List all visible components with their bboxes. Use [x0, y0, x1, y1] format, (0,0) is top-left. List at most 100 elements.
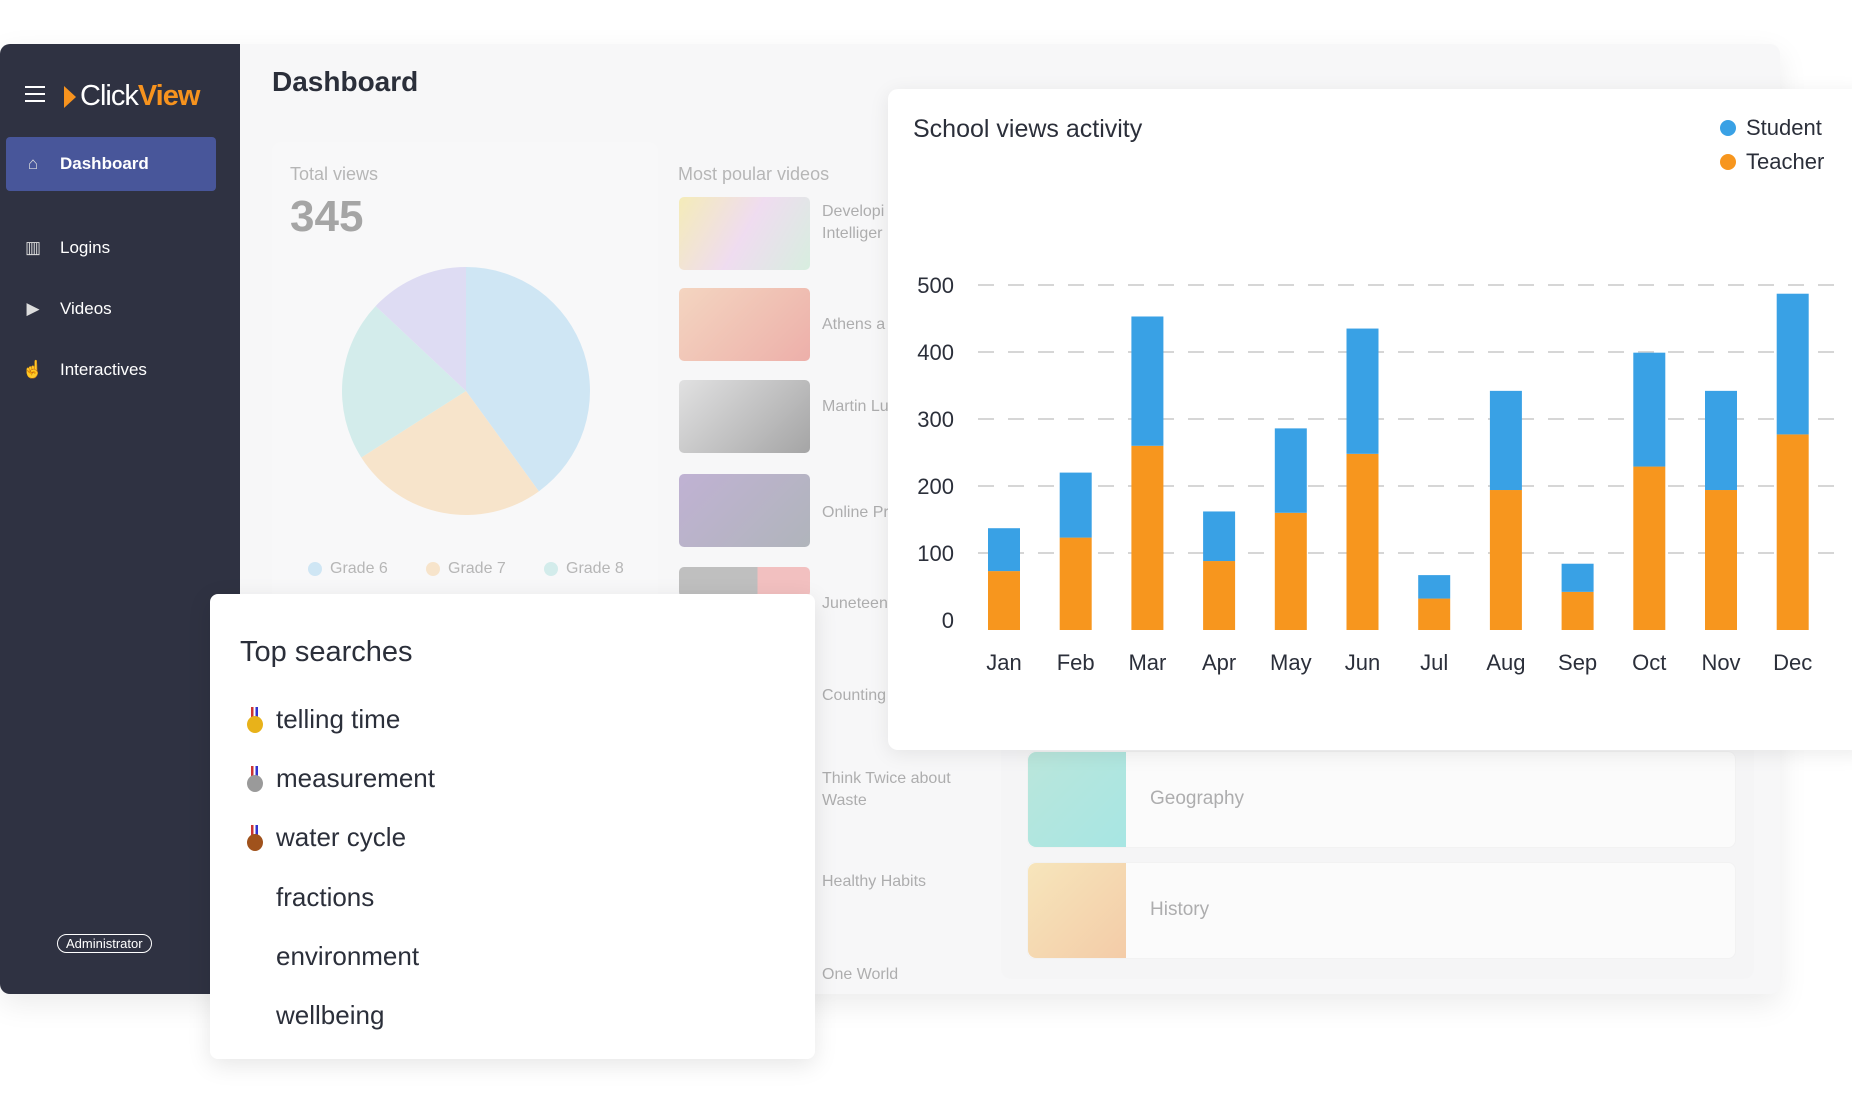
search-item[interactable]: water cycle: [246, 822, 406, 853]
video-title[interactable]: Healthy Habits: [822, 873, 927, 890]
stacked-bar-chart: 0 100 200 300 400 500 Jan Feb Mar Apr May Jun Jul Aug…: [917, 273, 1848, 675]
x-tick-label: Feb: [1057, 650, 1095, 675]
sidebar-item-interactives[interactable]: ☝ Interactives: [6, 343, 216, 397]
y-tick-label: 100: [917, 541, 954, 566]
bar-student: [1131, 316, 1164, 446]
grade-pie-chart: [342, 267, 590, 515]
legend-swatch: [426, 562, 440, 576]
legend-swatch: [308, 562, 322, 576]
search-term: wellbeing: [276, 1000, 385, 1030]
x-tick-label: Aug: [1486, 650, 1525, 675]
legend-grade-7: Grade 7: [426, 560, 506, 578]
subject-geography[interactable]: Geography: [1027, 751, 1736, 848]
x-tick-label: Sep: [1558, 650, 1597, 675]
bar-student: [1203, 511, 1236, 562]
bar-teacher: [1489, 490, 1522, 630]
video-title[interactable]: Athens a: [822, 316, 886, 333]
bar-teacher: [1418, 598, 1451, 630]
play-logo-icon: [64, 85, 76, 108]
video-title[interactable]: One World: [822, 966, 899, 983]
sidebar-item-videos[interactable]: ▶ Videos: [6, 282, 216, 336]
x-tick-label: Jun: [1345, 650, 1380, 675]
sidebar-item-label: Dashboard: [60, 154, 149, 173]
bar-teacher: [1059, 537, 1092, 630]
x-tick-label: Mar: [1128, 650, 1166, 675]
legend-grade-8: Grade 8: [544, 560, 624, 578]
video-thumbnail[interactable]: [679, 288, 810, 361]
bar-student: [1489, 390, 1522, 491]
legend-label: Student: [1746, 115, 1822, 140]
x-tick-label: Jul: [1420, 650, 1448, 675]
subject-label: Geography: [1150, 788, 1245, 809]
search-item[interactable]: measurement: [246, 763, 435, 794]
role-badge: Administrator: [57, 934, 152, 953]
video-title[interactable]: Think Twice about Waste: [822, 770, 951, 809]
sidebar-item-label: Logins: [60, 238, 111, 257]
search-term: environment: [276, 941, 420, 971]
subject-image: [1028, 863, 1126, 958]
search-term: fractions: [276, 882, 375, 912]
total-views-label: Total views: [290, 164, 379, 184]
hamburger-menu-icon[interactable]: [25, 86, 45, 102]
legend-student: Student: [1720, 115, 1822, 141]
pie-slice: [466, 267, 590, 492]
legend-label: Grade 6: [330, 560, 388, 577]
search-item[interactable]: wellbeing: [276, 1000, 384, 1031]
logo-text: Click: [80, 80, 139, 112]
clickview-logo[interactable]: Click View: [64, 80, 201, 113]
pointer-hand-icon: ☝: [22, 360, 44, 379]
video-thumbnail[interactable]: [679, 567, 810, 597]
video-thumbnail[interactable]: [679, 197, 810, 270]
school-views-chart-card: School views activity Student Teacher 0 1…: [888, 89, 1852, 750]
legend-swatch: [544, 562, 558, 576]
bar-student: [1561, 563, 1594, 592]
video-title[interactable]: Counting: [822, 687, 887, 704]
bar-student: [1705, 390, 1737, 491]
total-views-value: 345: [290, 192, 364, 241]
legend-swatch: [1720, 120, 1736, 136]
y-tick-label: 0: [942, 608, 954, 633]
x-tick-label: Nov: [1701, 650, 1740, 675]
sidebar: Click View ⌂ Dashboard ▥ Logins ▶ Videos ☝ In…: [0, 44, 240, 994]
legend-label: Grade 7: [448, 560, 506, 577]
sidebar-item-logins[interactable]: ▥ Logins: [6, 221, 216, 275]
bar-teacher: [1776, 434, 1809, 630]
bar-student: [1633, 352, 1666, 467]
bar-student: [1274, 428, 1307, 513]
logo-text-accent: View: [137, 80, 201, 112]
sidebar-item-dashboard[interactable]: ⌂ Dashboard: [6, 137, 216, 191]
search-item[interactable]: fractions: [276, 882, 374, 913]
bar-teacher: [1633, 466, 1666, 630]
bar-teacher: [1561, 591, 1594, 630]
chart-title: School views activity: [913, 115, 1143, 143]
bar-student: [1776, 293, 1809, 435]
video-title[interactable]: Martin Lu Jr: [822, 398, 907, 415]
bar-teacher: [1274, 512, 1307, 630]
x-tick-label: Jan: [986, 650, 1021, 675]
y-tick-label: 300: [917, 407, 954, 432]
bar-teacher: [1131, 445, 1164, 630]
page-title: Dashboard: [272, 66, 419, 97]
subject-history[interactable]: History: [1027, 862, 1736, 959]
video-thumbnail[interactable]: [679, 474, 810, 547]
bar-student: [1346, 328, 1379, 454]
bar-teacher: [1346, 453, 1379, 630]
gold-medal-icon: [246, 706, 264, 733]
sidebar-item-label: Videos: [60, 299, 112, 318]
search-term: water cycle: [276, 822, 407, 852]
search-term: telling time: [276, 704, 401, 734]
pie-slice: [361, 391, 539, 515]
main-content: Total views 345 Grade 6 Grade 7 Grade 8 …: [240, 44, 1780, 994]
pie-slice: [342, 306, 466, 458]
video-title[interactable]: Online Pr: [822, 504, 889, 521]
search-item[interactable]: telling time: [246, 704, 400, 735]
bar-student: [1418, 575, 1451, 599]
subject-label: History: [1150, 899, 1210, 920]
bar-teacher: [988, 571, 1020, 630]
monitor-play-icon: ▶: [26, 299, 40, 318]
video-title[interactable]: Juneteen: [822, 595, 888, 612]
x-tick-label: Dec: [1773, 650, 1812, 675]
x-tick-label: May: [1270, 650, 1312, 675]
video-thumbnail[interactable]: [679, 380, 810, 453]
search-item[interactable]: environment: [276, 941, 419, 972]
